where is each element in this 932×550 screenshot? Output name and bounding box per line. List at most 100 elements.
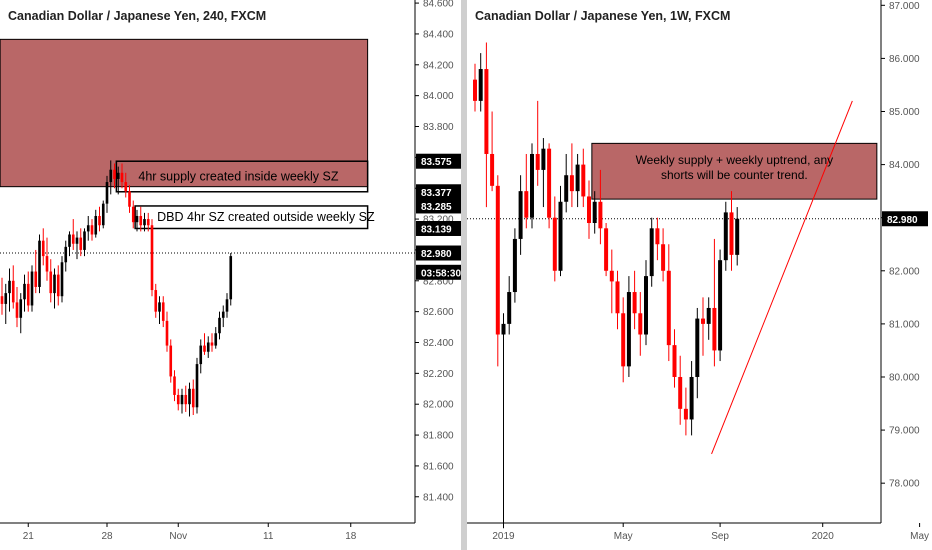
- candle[interactable]: [23, 274, 26, 312]
- candle[interactable]: [83, 228, 86, 257]
- candle[interactable]: [4, 283, 8, 324]
- candle[interactable]: [712, 238, 717, 367]
- candle[interactable]: [218, 311, 221, 340]
- chart-weekly-panel[interactable]: Weekly supply + weekly uptrend, any short…: [467, 0, 932, 550]
- candle[interactable]: [490, 111, 495, 192]
- candle[interactable]: [530, 143, 534, 229]
- candle[interactable]: [518, 175, 523, 255]
- candle[interactable]: [547, 143, 552, 229]
- candle[interactable]: [146, 212, 150, 232]
- candle[interactable]: [94, 209, 98, 238]
- candle[interactable]: [68, 231, 71, 257]
- candle[interactable]: [569, 143, 574, 208]
- candle[interactable]: [666, 244, 671, 362]
- candle[interactable]: [706, 297, 711, 340]
- candle[interactable]: [575, 153, 580, 208]
- candle[interactable]: [729, 191, 734, 271]
- candle[interactable]: [30, 265, 34, 312]
- candle[interactable]: [587, 180, 591, 239]
- candle[interactable]: [581, 148, 586, 208]
- candle[interactable]: [120, 163, 124, 189]
- candle[interactable]: [501, 313, 506, 529]
- candle[interactable]: [86, 215, 90, 241]
- candle[interactable]: [161, 296, 165, 328]
- candle[interactable]: [604, 223, 609, 277]
- candle[interactable]: [478, 53, 483, 112]
- candle[interactable]: [552, 196, 557, 282]
- candle[interactable]: [169, 339, 173, 383]
- supply-zone-1[interactable]: [115, 160, 369, 193]
- candle[interactable]: [109, 160, 113, 195]
- candle[interactable]: [564, 153, 569, 213]
- candle[interactable]: [19, 293, 23, 334]
- candle[interactable]: [158, 296, 161, 324]
- candle[interactable]: [507, 276, 512, 335]
- candle[interactable]: [598, 169, 603, 245]
- candle[interactable]: [60, 256, 64, 303]
- candle[interactable]: [173, 370, 176, 402]
- candle[interactable]: [672, 329, 677, 388]
- candle[interactable]: [150, 219, 154, 297]
- chart-4h-panel[interactable]: 4hr supply created inside weekly SZ DBD 4…: [0, 0, 461, 550]
- chart-4h[interactable]: 4hr supply created inside weekly SZ DBD 4…: [0, 0, 461, 550]
- candle[interactable]: [701, 297, 705, 356]
- candle[interactable]: [695, 307, 700, 399]
- candle[interactable]: [592, 191, 597, 234]
- candle[interactable]: [495, 175, 500, 367]
- candle[interactable]: [113, 163, 116, 189]
- candle[interactable]: [45, 237, 49, 281]
- candle[interactable]: [195, 357, 199, 414]
- candle[interactable]: [615, 270, 620, 330]
- candle[interactable]: [38, 234, 41, 294]
- candle[interactable]: [53, 268, 56, 309]
- candle[interactable]: [210, 333, 214, 352]
- supply-zone-2[interactable]: [134, 205, 369, 230]
- candle[interactable]: [0, 277, 4, 315]
- candle[interactable]: [649, 217, 654, 287]
- candle[interactable]: [524, 153, 529, 229]
- candle[interactable]: [683, 387, 688, 436]
- candle[interactable]: [621, 297, 626, 383]
- candle[interactable]: [15, 286, 19, 328]
- candle[interactable]: [661, 228, 666, 282]
- chart-weekly[interactable]: Weekly supply + weekly uptrend, any short…: [467, 0, 932, 550]
- candle[interactable]: [484, 42, 489, 208]
- candle[interactable]: [131, 200, 135, 229]
- candle[interactable]: [143, 212, 146, 232]
- candle[interactable]: [541, 138, 546, 208]
- candle[interactable]: [165, 311, 169, 352]
- candle[interactable]: [512, 228, 517, 303]
- candle[interactable]: [139, 206, 143, 232]
- supply-zone-0[interactable]: [591, 142, 878, 200]
- candle[interactable]: [101, 200, 105, 229]
- candle[interactable]: [135, 209, 139, 232]
- candle[interactable]: [34, 249, 38, 294]
- candle[interactable]: [184, 385, 188, 412]
- candle[interactable]: [41, 228, 45, 266]
- candle[interactable]: [8, 268, 11, 312]
- candle[interactable]: [206, 336, 210, 358]
- candle[interactable]: [644, 260, 648, 346]
- candle[interactable]: [225, 293, 229, 318]
- candle[interactable]: [128, 185, 131, 213]
- candle[interactable]: [609, 249, 614, 314]
- candle[interactable]: [11, 265, 15, 309]
- candle[interactable]: [26, 271, 30, 312]
- candle[interactable]: [678, 355, 683, 425]
- candle[interactable]: [79, 228, 83, 257]
- candle[interactable]: [116, 166, 120, 195]
- candle[interactable]: [535, 100, 540, 186]
- candle[interactable]: [191, 379, 195, 416]
- candle[interactable]: [638, 292, 643, 356]
- candle[interactable]: [75, 231, 79, 260]
- candle[interactable]: [558, 185, 563, 277]
- candle[interactable]: [56, 265, 60, 306]
- trendline[interactable]: [711, 100, 853, 455]
- candle[interactable]: [655, 217, 660, 261]
- candle[interactable]: [718, 249, 723, 362]
- candle[interactable]: [626, 276, 631, 377]
- panel-divider[interactable]: [461, 0, 467, 550]
- candle[interactable]: [64, 240, 68, 272]
- candle[interactable]: [49, 259, 53, 303]
- candle[interactable]: [735, 207, 740, 266]
